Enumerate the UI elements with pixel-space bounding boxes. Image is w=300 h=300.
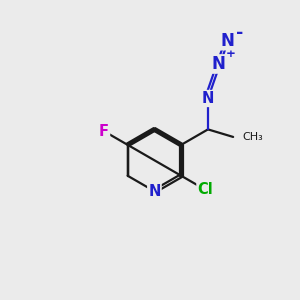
Text: +: +: [226, 47, 236, 61]
Text: N: N: [220, 32, 234, 50]
Text: N: N: [202, 91, 214, 106]
Text: Cl: Cl: [197, 182, 213, 197]
Text: N: N: [211, 55, 225, 73]
Text: -: -: [236, 24, 243, 42]
Text: N: N: [148, 184, 160, 199]
Text: CH₃: CH₃: [243, 132, 263, 142]
Text: F: F: [99, 124, 109, 139]
